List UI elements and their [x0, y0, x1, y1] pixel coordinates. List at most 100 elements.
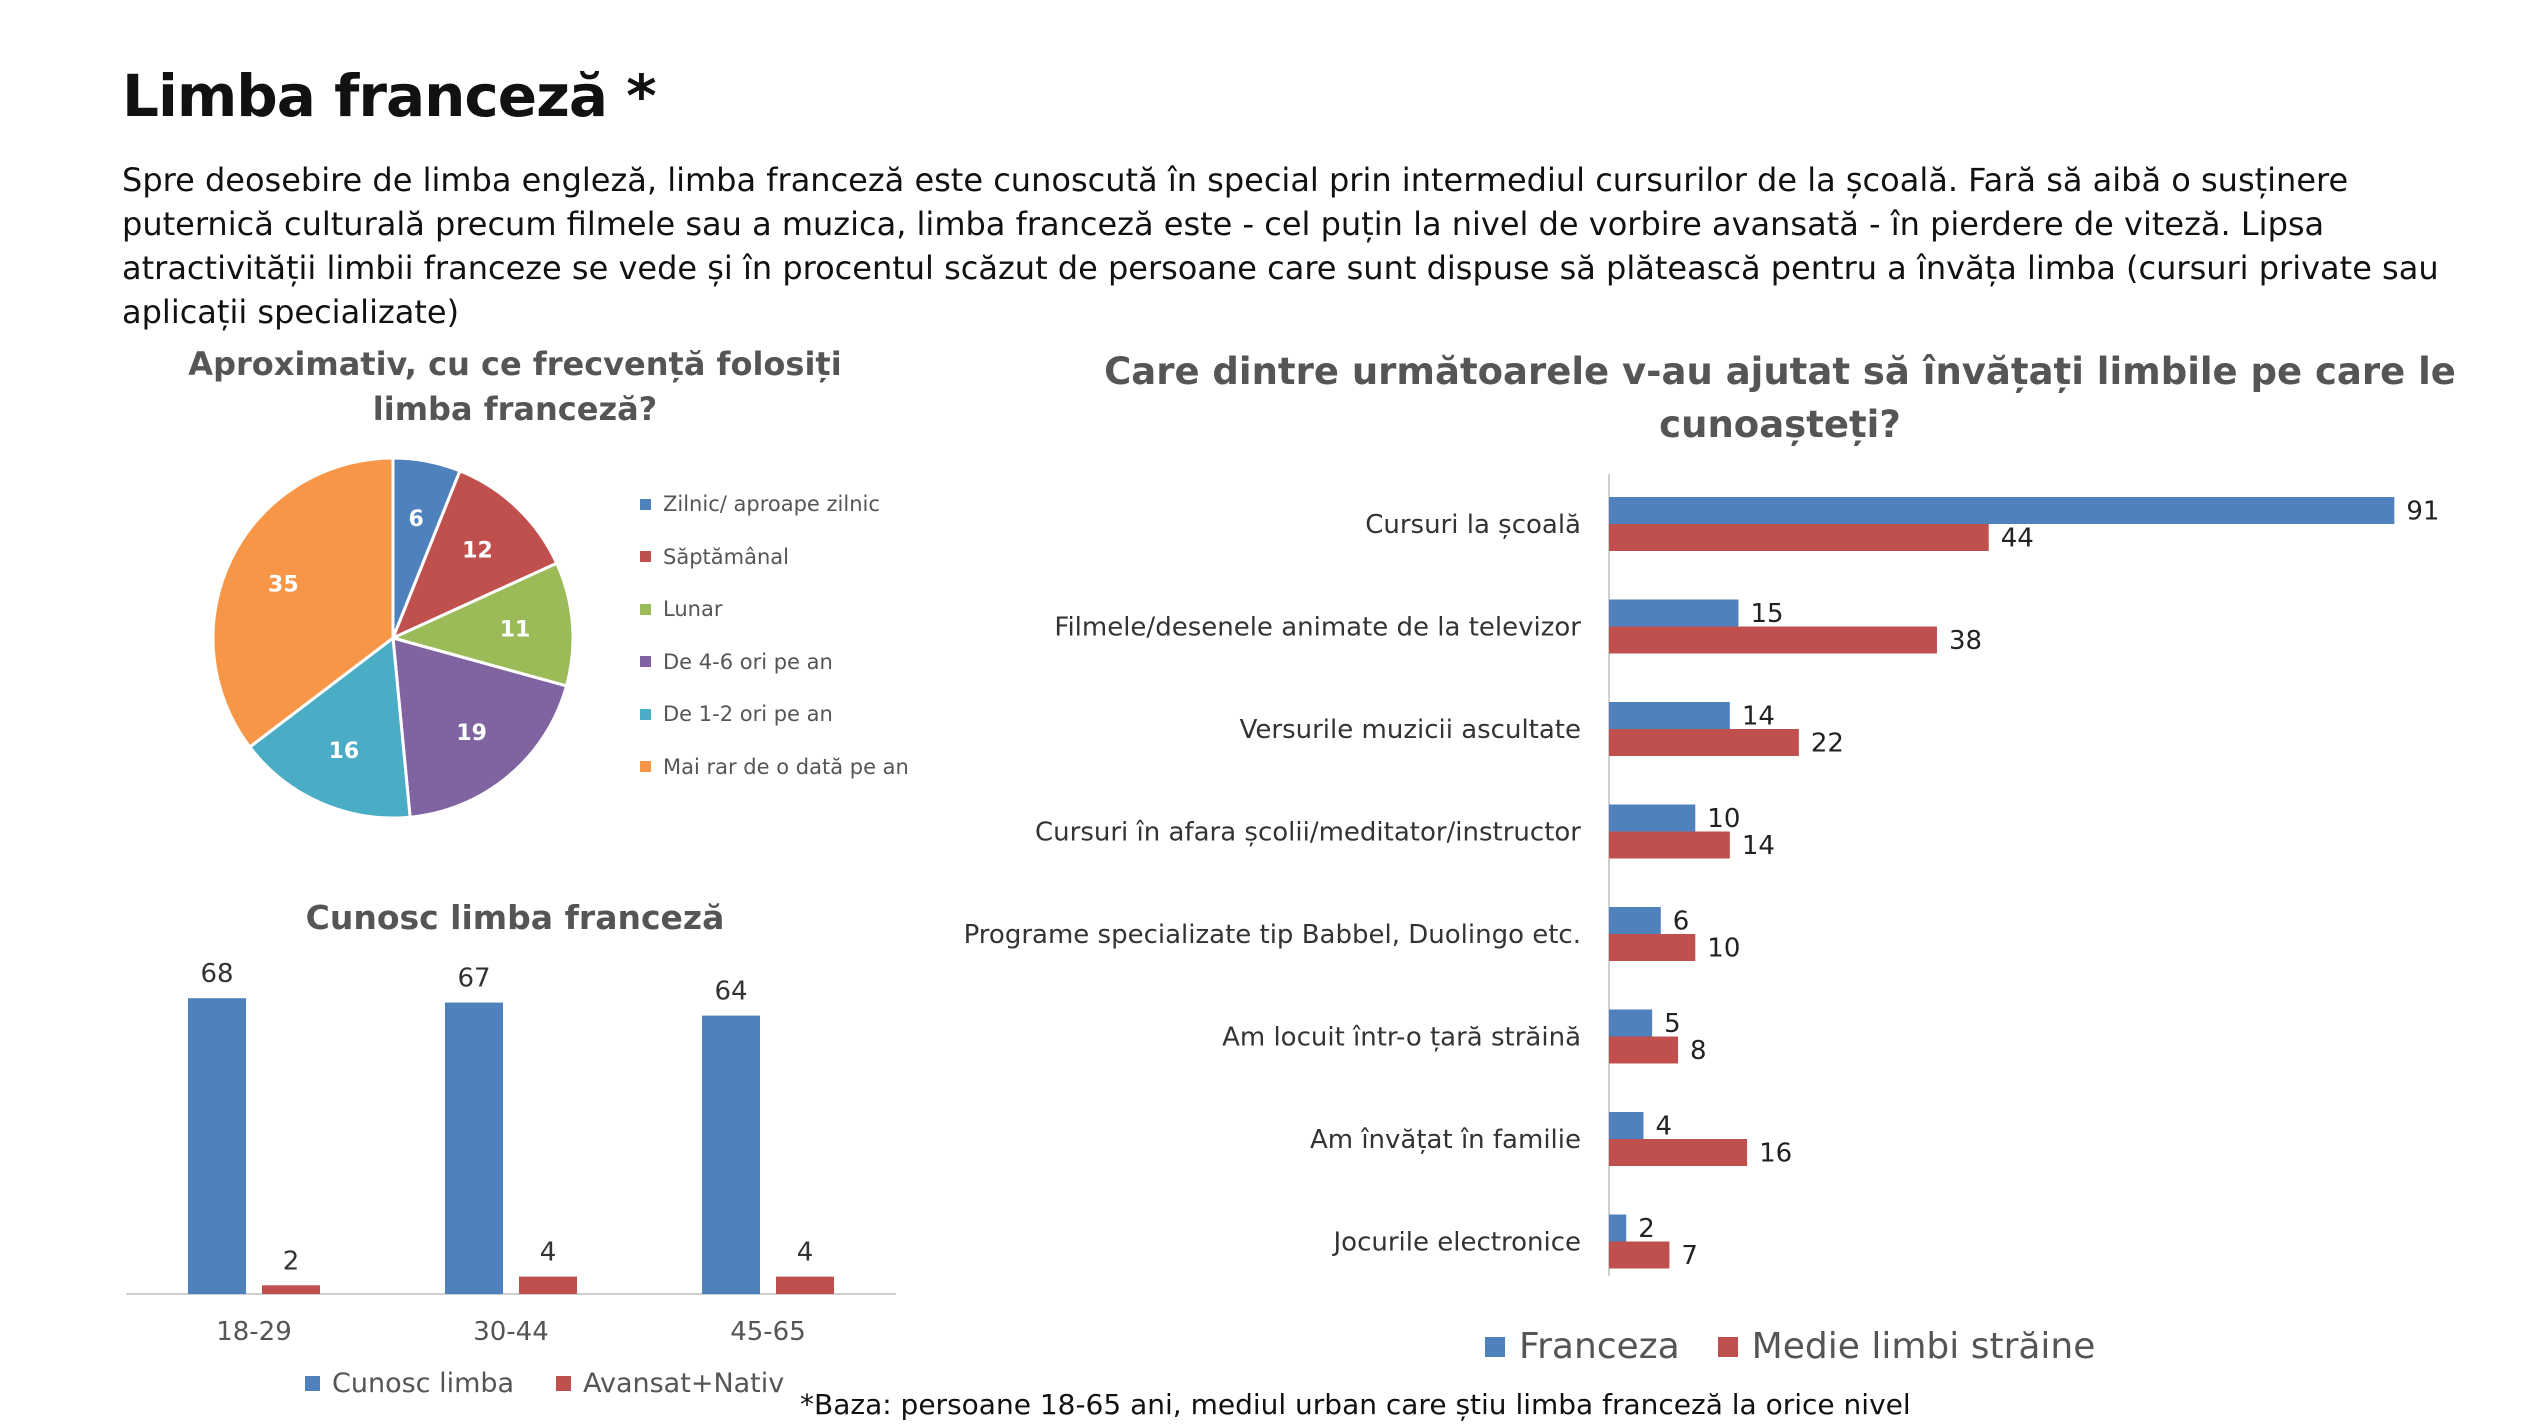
pie-data-label: 35 — [268, 573, 299, 598]
pie-legend: Zilnic/ aproape zilnic Săptămânal Lunar De … — [640, 478, 909, 793]
bar-data-label: 4 — [540, 1238, 557, 1268]
y-tick-label: Am locuit într-o țară străină — [1222, 1023, 1581, 1053]
legend-label: Franceza — [1519, 1326, 1680, 1367]
x-tick-label: 18-29 — [216, 1317, 292, 1347]
hbar-legend: Franceza Medie limbi străine — [1485, 1326, 2133, 1367]
pie-slice — [390, 468, 559, 641]
legend-swatch — [640, 656, 651, 668]
legend-item: Medie limbi străine — [1717, 1326, 2095, 1367]
x-tick-label: 30-44 — [473, 1317, 549, 1347]
legend-swatch — [640, 603, 651, 615]
hbar-data-label: 2 — [1638, 1214, 1655, 1244]
legend-label: Mai rar de o dată pe an — [663, 754, 909, 779]
legend-label: Avansat+Nativ — [583, 1368, 785, 1399]
bar-chart-title: Cunosc limba franceză — [305, 898, 725, 937]
legend-swatch — [640, 551, 651, 563]
y-tick-label: Filmele/desenele animate de la televizor — [1054, 613, 1581, 643]
hbar — [1609, 907, 1661, 934]
hbar-data-label: 6 — [1673, 907, 1690, 937]
legend-item: Zilnic/ aproape zilnic — [640, 478, 880, 531]
hbar-data-label: 8 — [1690, 1036, 1707, 1066]
bar — [188, 998, 246, 1294]
legend-swatch — [556, 1376, 572, 1391]
pie-slice — [247, 635, 412, 820]
hbar — [1609, 1036, 1679, 1064]
bar — [519, 1276, 577, 1294]
pie-slice — [391, 635, 569, 819]
hbar — [1609, 1214, 1627, 1242]
hbar — [1609, 729, 1799, 756]
legend-label: Cunosc limba — [332, 1368, 515, 1399]
hbar-data-label: 14 — [1742, 831, 1775, 861]
legend-swatch — [640, 498, 651, 510]
legend-item: Franceza — [1485, 1326, 1680, 1367]
hbar — [1609, 524, 1989, 551]
legend-item: Săptămânal — [640, 531, 789, 584]
hbar — [1609, 626, 1937, 654]
page-title: Limba franceză * — [122, 62, 657, 130]
hbar — [1609, 1241, 1670, 1269]
legend-swatch — [640, 708, 651, 720]
legend-item: De 4-6 ori pe an — [640, 636, 833, 689]
y-tick-label: Cursuri în afara școlii/meditator/instru… — [1035, 818, 1581, 848]
legend-item: Cunosc limba — [305, 1368, 514, 1399]
y-tick-label: Am învățat în familie — [1310, 1125, 1581, 1155]
bar-data-label: 68 — [200, 959, 233, 989]
pie-data-label: 19 — [456, 721, 487, 746]
hbar — [1609, 831, 1730, 859]
pie-slice — [388, 561, 575, 688]
hbar-data-label: 10 — [1707, 934, 1740, 964]
hbar — [1609, 1139, 1748, 1166]
hbar — [1609, 804, 1696, 832]
hbar — [1609, 599, 1739, 627]
legend-label: De 4-6 ori pe an — [663, 649, 833, 674]
pie-slice — [211, 456, 395, 750]
hbar — [1609, 1009, 1653, 1037]
hbar-data-label: 91 — [2406, 497, 2439, 527]
pie-data-label: 12 — [462, 538, 493, 563]
legend-label: De 1-2 ori pe an — [663, 702, 833, 727]
pie-chart-title: Aproximativ, cu ce frecvență folosiți li… — [188, 345, 842, 428]
legend-label: Săptămânal — [663, 544, 789, 569]
legend-item: Avansat+Nativ — [556, 1368, 784, 1399]
legend-item: De 1-2 ori pe an — [640, 688, 833, 741]
hbar-data-label: 10 — [1707, 804, 1740, 834]
hbar-data-label: 5 — [1664, 1009, 1681, 1039]
bar — [262, 1285, 320, 1294]
y-tick-label: Versurile muzicii ascultate — [1240, 715, 1581, 745]
bar — [445, 1002, 503, 1294]
pie-data-label: 16 — [329, 739, 360, 764]
hbar-data-label: 14 — [1742, 702, 1775, 732]
hbar-data-label: 7 — [1681, 1241, 1698, 1271]
bar-legend: Cunosc limba Avansat+Nativ — [305, 1368, 826, 1399]
bar-data-label: 2 — [283, 1246, 300, 1276]
y-tick-label: Cursuri la școală — [1365, 510, 1581, 540]
hbar-data-label: 44 — [2001, 524, 2034, 554]
bar — [702, 1015, 760, 1294]
legend-item: Mai rar de o dată pe an — [640, 741, 909, 794]
footnote: *Baza: persoane 18-65 ani, mediul urban … — [800, 1388, 1911, 1421]
intro-paragraph: Spre deosebire de limba engleză, limba f… — [122, 161, 2439, 331]
hbar — [1609, 1112, 1644, 1139]
pie-data-label: 11 — [500, 617, 531, 642]
hbar — [1609, 934, 1696, 961]
hbar-chart-title: Care dintre următoarele v-au ajutat să î… — [1104, 350, 2456, 446]
hbar-data-label: 15 — [1750, 599, 1783, 629]
bar-data-label: 67 — [457, 964, 490, 994]
bar — [776, 1276, 834, 1294]
y-tick-label: Programe specializate tip Babbel, Duolin… — [964, 920, 1581, 950]
legend-swatch — [1485, 1336, 1505, 1357]
legend-swatch — [305, 1376, 320, 1391]
bar-data-label: 4 — [797, 1238, 814, 1268]
legend-swatch — [640, 761, 651, 773]
legend-label: Zilnic/ aproape zilnic — [663, 492, 880, 517]
hbar-data-label: 38 — [1949, 626, 1982, 656]
hbar — [1609, 702, 1730, 729]
legend-item: Lunar — [640, 583, 722, 636]
hbar-data-label: 22 — [1811, 729, 1844, 759]
hbar — [1609, 497, 2395, 524]
pie-data-label: 6 — [409, 507, 424, 532]
legend-swatch — [1717, 1336, 1738, 1357]
x-tick-label: 45-65 — [730, 1317, 806, 1347]
